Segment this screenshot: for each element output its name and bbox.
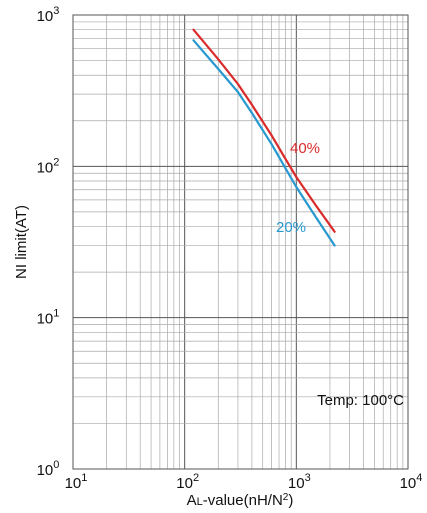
x-axis-label: AL-value(nH/N2)	[187, 492, 294, 509]
x-label-prefix: A	[187, 492, 197, 509]
x-tick-label: 104	[400, 472, 423, 492]
x-tick-label: 102	[176, 472, 199, 492]
y-axis-label: NI limit(AT)	[13, 205, 30, 279]
x-tick-label: 101	[65, 472, 88, 492]
x-label-suffix: )	[288, 492, 293, 509]
plot-frame	[72, 14, 409, 470]
series-line-0	[192, 28, 336, 233]
y-tick-label: 101	[37, 308, 60, 328]
series-label-40: 40%	[290, 140, 320, 157]
grid	[73, 15, 408, 469]
series-label-20: 20%	[276, 219, 306, 236]
y-tick-label: 103	[37, 5, 60, 25]
x-label-sup: 2	[283, 492, 289, 503]
x-tick-label: 103	[288, 472, 311, 492]
y-tick-label: 102	[37, 156, 60, 176]
series-layer	[192, 28, 336, 247]
temp-annotation: Temp: 100°C	[317, 392, 404, 409]
x-label-sub: L	[197, 496, 203, 508]
x-label-body: -value(nH/N	[203, 492, 283, 509]
y-tick-label: 100	[37, 459, 60, 479]
series-line-1	[192, 39, 336, 247]
